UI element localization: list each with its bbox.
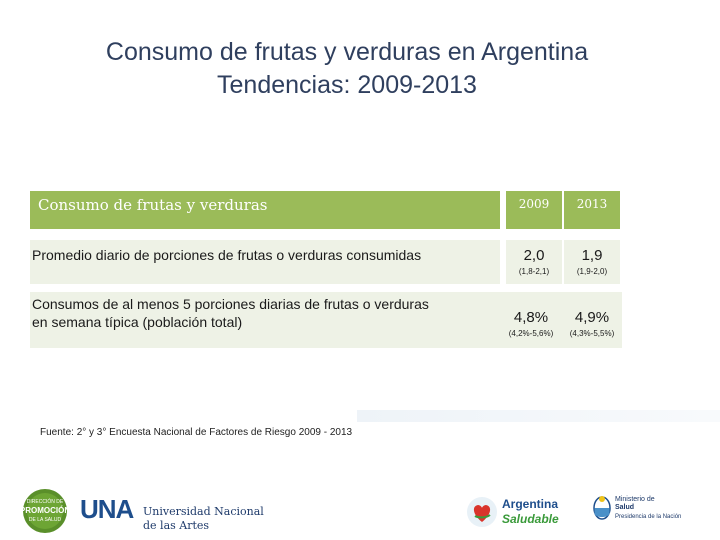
una-logo: UNA Universidad Nacional de las Artes bbox=[80, 494, 264, 532]
row-1-label: Promedio diario de porciones de frutas o… bbox=[32, 247, 422, 263]
row-2-label-line-2: en semana típica (población total) bbox=[32, 314, 243, 330]
row-1-2009-ci: (1,8-2,1) bbox=[518, 267, 550, 276]
row-2-2009-value: 4,8% bbox=[513, 309, 549, 326]
heart-icon bbox=[467, 497, 497, 527]
row-1-2013-cell: 1,9 (1,9-2,0) bbox=[564, 240, 620, 284]
row-1-2009-value: 2,0 bbox=[523, 247, 545, 264]
table-header-2009: 2009 bbox=[506, 191, 562, 229]
row-2-label: Consumos de al menos 5 porciones diarias… bbox=[30, 295, 472, 331]
coat-of-arms-icon bbox=[593, 496, 611, 520]
row-2-2013-ci: (4,3%-5,5%) bbox=[569, 329, 615, 338]
svg-text:DE LA SALUD: DE LA SALUD bbox=[29, 517, 62, 523]
row-1-2009-cell: 2,0 (1,8-2,1) bbox=[506, 240, 562, 284]
table-row bbox=[30, 292, 500, 348]
row-1-2013-value: 1,9 bbox=[581, 247, 603, 264]
table-row bbox=[30, 240, 500, 284]
title-line-1: Consumo de frutas y verduras en Argentin… bbox=[105, 38, 589, 66]
table-header-label: Consumo de frutas y verduras bbox=[30, 191, 500, 229]
title-line-2: Tendencias: 2009-2013 bbox=[217, 71, 477, 99]
svg-text:PROMOCIÓN: PROMOCIÓN bbox=[22, 506, 68, 515]
decorative-strip bbox=[357, 410, 720, 422]
source-note: Fuente: 2° y 3° Encuesta Nacional de Fac… bbox=[40, 427, 353, 438]
row-2-label-line-1: Consumos de al menos 5 porciones diarias… bbox=[32, 296, 429, 312]
ministerio-salud-logo: Ministerio de Salud Presidencia de la Na… bbox=[593, 494, 713, 534]
table-header-2013: 2013 bbox=[564, 191, 620, 229]
row-1-2013-ci: (1,9-2,0) bbox=[576, 267, 608, 276]
argentina-saludable-logo: Argentina Saludable bbox=[466, 494, 566, 534]
svg-text:DIRECCIÓN DE: DIRECCIÓN DE bbox=[27, 498, 64, 505]
promocion-salud-logo: DIRECCIÓN DE PROMOCIÓN DE LA SALUD bbox=[20, 488, 70, 534]
page-title: Consumo de frutas y verduras en Argentin… bbox=[0, 36, 694, 102]
row-2-2013-value: 4,9% bbox=[574, 309, 610, 326]
row-2-2009-cell: 4,8% (4,2%-5,6%) bbox=[500, 292, 562, 348]
row-2-2009-ci: (4,2%-5,6%) bbox=[508, 329, 554, 338]
row-2-2013-cell: 4,9% (4,3%-5,5%) bbox=[562, 292, 622, 348]
